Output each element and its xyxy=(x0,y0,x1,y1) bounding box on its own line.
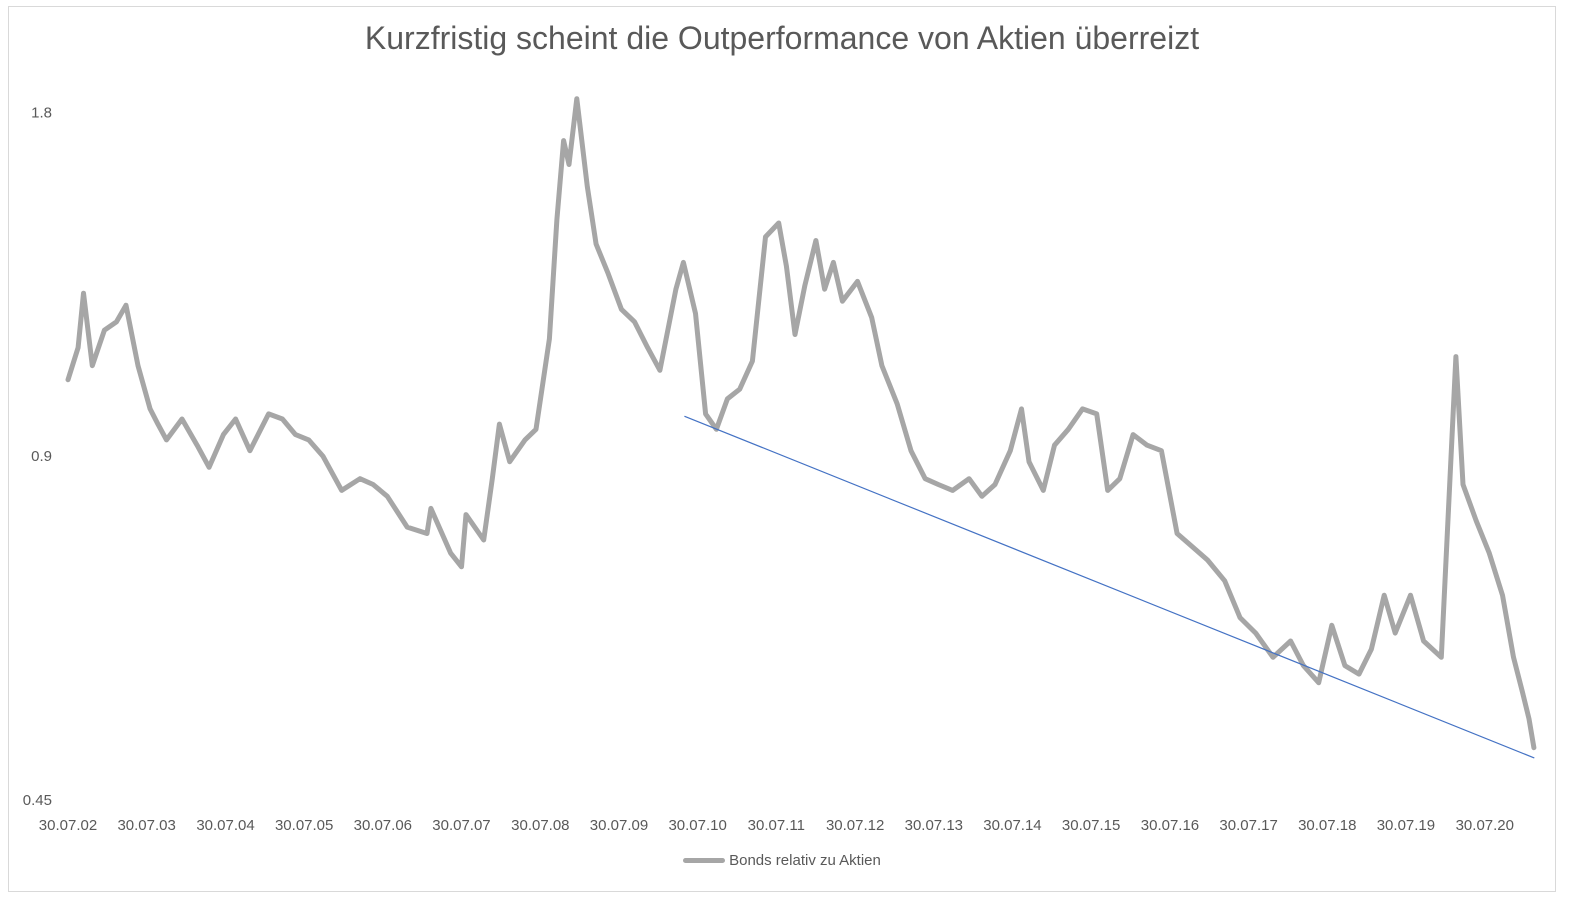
x-tick-label: 30.07.16 xyxy=(1141,817,1199,834)
x-tick-label: 30.07.14 xyxy=(983,817,1041,834)
chart-frame xyxy=(8,6,1556,892)
y-tick-label: 1.8 xyxy=(31,104,52,121)
series-line-bonds-relativ xyxy=(65,96,1537,751)
x-tick-label: 30.07.07 xyxy=(432,817,490,834)
chart-title: Kurzfristig scheint die Outperformance v… xyxy=(364,20,1200,56)
trend-line xyxy=(684,415,1535,759)
y-tick-label: 0.45 xyxy=(23,792,52,809)
x-tick-label: 30.07.15 xyxy=(1062,817,1120,834)
x-tick-label: 30.07.20 xyxy=(1456,817,1514,834)
x-tick-label: 30.07.05 xyxy=(275,817,333,834)
x-tick-label: 30.07.10 xyxy=(668,817,726,834)
x-tick-label: 30.07.09 xyxy=(590,817,648,834)
x-tick-label: 30.07.11 xyxy=(748,817,805,834)
x-tick-label: 30.07.06 xyxy=(354,817,412,834)
x-tick-label: 30.07.02 xyxy=(39,817,97,834)
x-tick-label: 30.07.08 xyxy=(511,817,569,834)
y-tick-label: 0.9 xyxy=(31,448,52,465)
x-tick-label: 30.07.03 xyxy=(117,817,175,834)
x-tick-label: 30.07.13 xyxy=(905,817,963,834)
chart-legend: Bonds relativ zu Aktien xyxy=(0,852,1564,869)
x-tick-label: 30.07.17 xyxy=(1219,817,1277,834)
legend-swatch xyxy=(683,858,726,863)
legend-label: Bonds relativ zu Aktien xyxy=(729,852,881,869)
x-tick-label: 30.07.19 xyxy=(1377,817,1435,834)
x-tick-label: 30.07.12 xyxy=(826,817,884,834)
x-tick-label: 30.07.04 xyxy=(196,817,254,834)
x-tick-label: 30.07.18 xyxy=(1298,817,1356,834)
